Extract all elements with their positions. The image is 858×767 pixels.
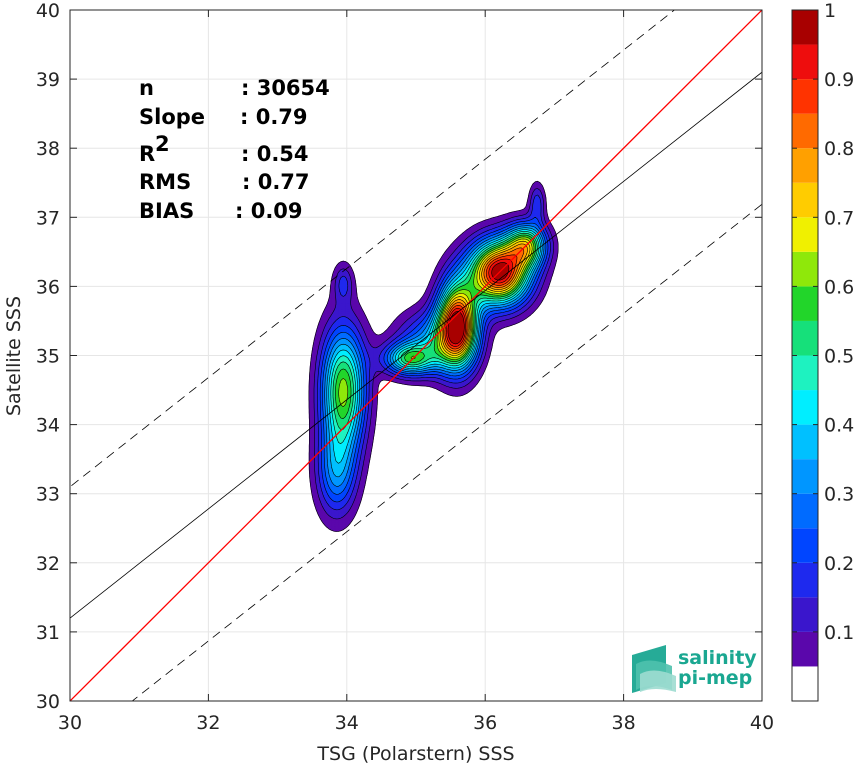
x-tick-label: 32: [196, 712, 220, 734]
colorbar-band: [792, 44, 818, 80]
contour-line: [443, 247, 525, 352]
colorbar-tick-label: 0.6: [824, 276, 854, 298]
colorbar-band: [792, 148, 818, 183]
contour-line: [328, 229, 541, 464]
y-tick-label: 39: [36, 69, 60, 91]
contour-line: [335, 234, 536, 419]
colorbar-band: [792, 217, 818, 252]
x-tick-label: 36: [473, 712, 497, 734]
colorbar-band: [792, 10, 818, 45]
contour-line: [447, 262, 510, 345]
colorbar-band: [792, 251, 818, 287]
y-axis-label: Satellite SSS: [3, 296, 25, 416]
colorbar-band: [792, 390, 818, 425]
colorbar-tick-label: 0.4: [824, 415, 854, 437]
contour-line: [326, 227, 543, 478]
colorbar-empty-band: [792, 666, 818, 701]
y-tick-label: 31: [36, 622, 60, 644]
colorbar-tick-label: 0.9: [824, 69, 854, 91]
colorbar-tick-label: 0.2: [824, 553, 854, 575]
colorbar-tick-label: 0.7: [824, 207, 854, 229]
colorbar: 0.1 0.2 0.3 0.4 0.5 0.6 0.7 0.8 0.9 1: [791, 0, 854, 702]
upper-bound-line: [70, 10, 676, 488]
colorbar-band: [792, 631, 818, 667]
logo-line-2: pi-mep: [678, 667, 752, 689]
stat-label: R: [139, 142, 155, 166]
x-tick-label: 34: [335, 712, 359, 734]
colorbar-band: [792, 597, 818, 632]
colorbar-tick-label: 0.3: [824, 484, 854, 506]
colorbar-band: [792, 459, 818, 494]
contour-line: [317, 194, 551, 511]
lower-bound-line: [131, 203, 762, 701]
colorbar-band: [792, 355, 818, 391]
colorbar-band: [792, 113, 818, 149]
stat-value: : 0.54: [241, 142, 309, 166]
colorbar-band: [792, 424, 818, 460]
regression-line: [70, 71, 762, 619]
contour-line: [438, 238, 533, 358]
contour-line: [313, 188, 554, 520]
contour-line: [332, 232, 538, 430]
stat-value: : 0.09: [235, 199, 303, 223]
colorbar-band: [792, 320, 818, 356]
stat-value: : 0.77: [242, 170, 310, 194]
x-tick-label: 38: [612, 712, 636, 734]
colorbar-band: [792, 79, 818, 114]
colorbar-tick-label: 0.1: [824, 622, 854, 644]
colorbar-band: [792, 528, 818, 563]
y-tick-label: 33: [36, 484, 60, 506]
contour-line: [446, 258, 513, 347]
x-axis-label: TSG (Polarstern) SSS: [316, 743, 514, 765]
colorbar-band: [792, 286, 818, 321]
contour-line: [440, 240, 531, 356]
logo-line-1: salinity: [678, 647, 757, 669]
axis-ticks: 30 32 34 36 38 40 30 31 32 33 34 35 36 37 38 39 40: [36, 0, 774, 734]
colorbar-band: [792, 182, 818, 218]
stat-label: RMS: [139, 170, 191, 194]
y-tick-label: 34: [36, 415, 60, 437]
y-tick-label: 37: [36, 207, 60, 229]
stat-label: Slope: [139, 105, 205, 129]
stat-superscript: 2: [155, 132, 170, 156]
contour-line: [308, 181, 559, 532]
identity-line: [70, 10, 762, 701]
wave-logo-icon: [632, 645, 676, 693]
x-tick-label: 30: [58, 712, 82, 734]
salinity-pi-mep-logo: salinity pi-mep: [632, 645, 757, 693]
colorbar-tick-label: 0.5: [824, 346, 854, 368]
colorbar-band: [792, 493, 818, 529]
colorbar-tick-label: 1: [824, 0, 836, 22]
contour-line: [324, 225, 545, 487]
y-tick-label: 38: [36, 138, 60, 160]
stat-label: n: [139, 76, 154, 100]
contour-line: [322, 222, 547, 495]
x-tick-label: 40: [750, 712, 774, 734]
y-tick-label: 35: [36, 346, 60, 368]
y-tick-label: 30: [36, 691, 60, 713]
y-tick-label: 32: [36, 553, 60, 575]
colorbar-tick-label: 0.8: [824, 138, 854, 160]
colorbar-band: [792, 562, 818, 598]
grid-lines: [69, 9, 763, 702]
stat-label: BIAS: [139, 199, 194, 223]
stat-value: : 30654: [241, 76, 330, 100]
y-tick-label: 40: [36, 0, 60, 22]
reference-lines: [70, 10, 762, 701]
stat-value: : 0.79: [240, 105, 308, 129]
statistics-box: n : 30654 Slope : 0.79 R 2 : 0.54 RMS : 0.77 BIAS…: [139, 76, 330, 223]
density-contours: [308, 180, 559, 532]
contour-line: [319, 216, 549, 503]
y-tick-label: 36: [36, 276, 60, 298]
